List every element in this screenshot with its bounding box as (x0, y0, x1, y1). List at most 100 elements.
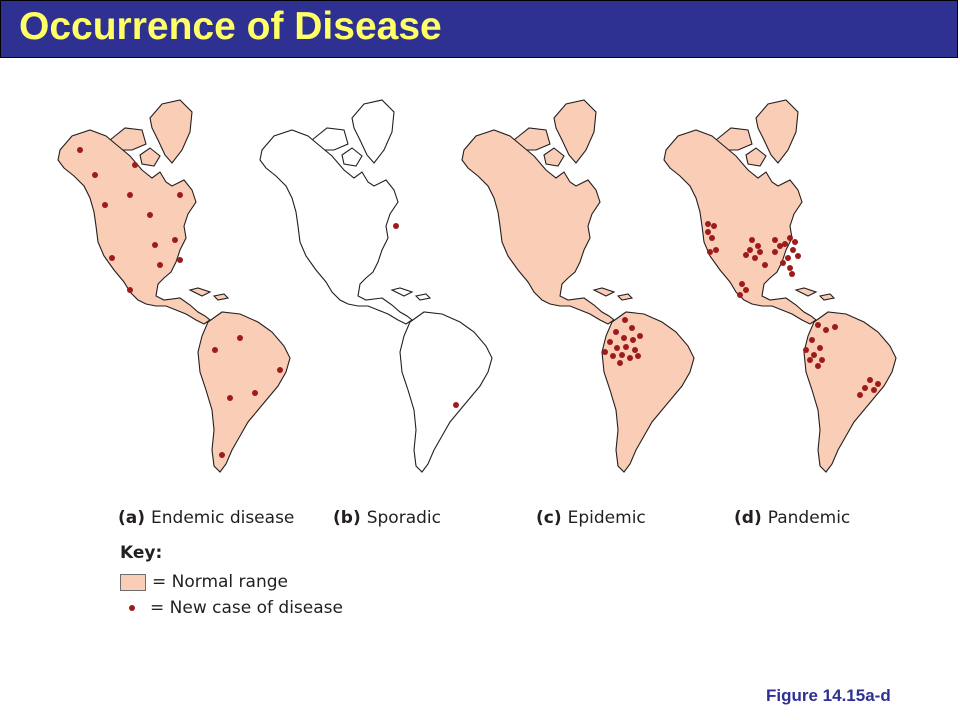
case-dot (177, 192, 183, 198)
key-normal-range-label: = Normal range (152, 572, 288, 592)
case-dot (212, 347, 218, 353)
case-dot (792, 239, 798, 245)
case-dot (809, 337, 815, 343)
case-dot (237, 335, 243, 341)
key-new-case-label: = New case of disease (150, 598, 343, 618)
label-endemic-text: Endemic disease (151, 508, 295, 528)
case-dot (772, 237, 778, 243)
case-dot (623, 344, 629, 350)
label-endemic: (a) Endemic disease (118, 508, 294, 528)
case-dot (277, 367, 283, 373)
case-dot (621, 335, 627, 341)
case-dot (614, 345, 620, 351)
case-dot (619, 352, 625, 358)
case-dot (747, 247, 753, 253)
case-dots (77, 147, 881, 458)
case-dot (743, 252, 749, 258)
case-dot (172, 237, 178, 243)
case-dot (157, 262, 163, 268)
key-title: Key: (120, 543, 163, 563)
case-dot (785, 255, 791, 261)
case-dot (817, 345, 823, 351)
key-new-case: = New case of disease (120, 598, 343, 618)
case-dot (795, 253, 801, 259)
case-dot (630, 337, 636, 343)
label-pandemic: (d) Pandemic (734, 508, 850, 528)
case-dot (227, 395, 233, 401)
case-dot (875, 381, 881, 387)
key-normal-range: = Normal range (120, 572, 288, 592)
map-pandemic (663, 99, 897, 473)
label-sporadic: (b) Sporadic (333, 508, 441, 528)
case-dot (635, 353, 641, 359)
case-dot (737, 292, 743, 298)
case-dot (707, 249, 713, 255)
case-dot (739, 281, 745, 287)
case-dot (127, 192, 133, 198)
label-epidemic: (c) Epidemic (536, 508, 646, 528)
case-dot (393, 223, 399, 229)
case-dot (109, 255, 115, 261)
case-dot (782, 241, 788, 247)
title-bar: Occurrence of Disease (0, 0, 958, 58)
case-dot (819, 357, 825, 363)
case-dot (752, 255, 758, 261)
case-dot (613, 329, 619, 335)
case-dot (755, 243, 761, 249)
case-dot (807, 357, 813, 363)
case-dot (252, 390, 258, 396)
case-dot (815, 363, 821, 369)
figure-reference: Figure 14.15a-d (766, 686, 891, 705)
case-dot (132, 162, 138, 168)
label-sporadic-letter: (b) (333, 508, 361, 528)
map-sporadic (259, 99, 493, 473)
case-dot (862, 385, 868, 391)
case-dot (627, 355, 633, 361)
case-dot (772, 249, 778, 255)
case-dot (823, 327, 829, 333)
map-epidemic (461, 99, 695, 473)
case-dot (632, 347, 638, 353)
case-dot (709, 235, 715, 241)
case-dot (629, 325, 635, 331)
case-dot (617, 360, 623, 366)
case-dot (743, 287, 749, 293)
case-dot (705, 221, 711, 227)
case-dot (147, 212, 153, 218)
case-dot (789, 271, 795, 277)
case-dot-icon (129, 605, 135, 611)
case-dot (857, 392, 863, 398)
case-dot (811, 352, 817, 358)
case-dot (177, 257, 183, 263)
case-dot (790, 247, 796, 253)
label-pandemic-letter: (d) (734, 508, 762, 528)
label-pandemic-text: Pandemic (767, 508, 851, 528)
case-dot (757, 249, 763, 255)
case-dot (803, 347, 809, 353)
normal-range-swatch (120, 573, 146, 591)
case-dot (780, 260, 786, 266)
case-dot (762, 262, 768, 268)
case-dot (787, 265, 793, 271)
case-dot (705, 229, 711, 235)
case-dot (871, 387, 877, 393)
case-dot (219, 452, 225, 458)
label-sporadic-text: Sporadic (366, 508, 441, 528)
map-endemic (57, 99, 291, 473)
case-dot (622, 317, 628, 323)
case-dot (832, 324, 838, 330)
case-dot (152, 242, 158, 248)
case-dot (637, 333, 643, 339)
case-dot (711, 223, 717, 229)
label-endemic-letter: (a) (118, 508, 146, 528)
case-dot (749, 237, 755, 243)
case-dot (867, 377, 873, 383)
label-epidemic-letter: (c) (536, 508, 562, 528)
page-title: Occurrence of Disease (19, 5, 442, 48)
case-dot (777, 243, 783, 249)
case-dot (787, 235, 793, 241)
case-dot (77, 147, 83, 153)
case-dot (610, 353, 616, 359)
label-epidemic-text: Epidemic (567, 508, 646, 528)
